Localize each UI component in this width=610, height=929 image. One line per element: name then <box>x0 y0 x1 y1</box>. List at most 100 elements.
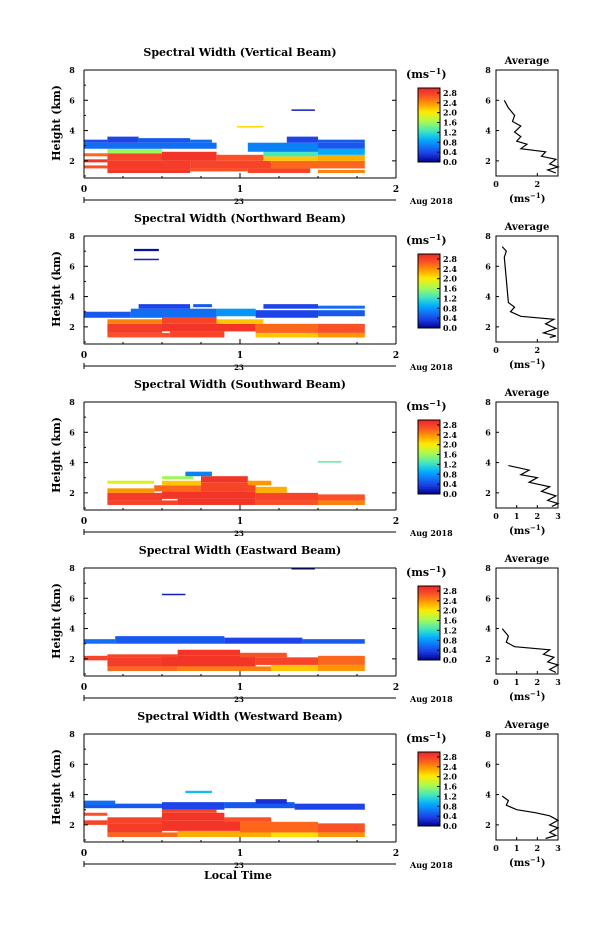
average-profile-line <box>508 465 560 508</box>
colorbar-segment <box>418 600 440 604</box>
colorbar-tick-label: 2.4 <box>443 762 457 772</box>
x-tick-label: 2 <box>393 351 399 361</box>
average-units-exponent: −1 <box>530 191 541 200</box>
average-y-tick-label: 4 <box>485 458 491 468</box>
heatmap-cell <box>162 323 256 332</box>
x-tick-label: 2 <box>393 683 399 693</box>
heatmap-cell <box>84 655 108 661</box>
heatmap-cell <box>201 476 248 483</box>
heatmap-cell <box>162 802 225 810</box>
colorbar-segment <box>418 91 440 95</box>
colorbar-segment <box>418 313 440 316</box>
colorbar-tick-label: 2.0 <box>443 274 457 284</box>
heatmap-cell <box>107 136 139 143</box>
colorbar-segment <box>418 759 440 762</box>
date-month-label: Aug 2018 <box>409 362 453 372</box>
panel-2: Spectral Width (Southward Beam) Height (k… <box>50 378 561 538</box>
heatmap-cell <box>224 817 272 822</box>
heatmap-cell <box>318 148 365 155</box>
colorbar-segment <box>418 287 440 290</box>
colorbar-tick-label: 2.8 <box>443 88 457 98</box>
average-y-tick-label: 8 <box>485 397 491 407</box>
colorbar-segment <box>418 490 440 493</box>
colorbar-segment <box>418 298 440 301</box>
panel-0: Spectral Width (Vertical Beam) Height (km… <box>50 46 560 206</box>
x-axis-title: Local Time <box>204 869 272 882</box>
panel-title: Spectral Width (Vertical Beam) <box>143 46 336 59</box>
average-title: Average <box>504 56 550 67</box>
colorbar-segment <box>418 316 440 320</box>
heatmap-cell <box>216 154 264 161</box>
colorbar-tick-label: 0.0 <box>443 655 457 665</box>
colorbar-tick-label: 1.6 <box>443 782 457 792</box>
heatmap-cell <box>107 832 178 837</box>
average-y-tick-label: 2 <box>485 820 491 830</box>
average-x-tick-label: 2 <box>535 511 541 521</box>
colorbar-tick-label: 1.2 <box>443 625 457 635</box>
average-y-tick-label: 8 <box>485 231 491 241</box>
colorbar-segment <box>418 453 440 456</box>
colorbar-segment <box>418 591 440 594</box>
heatmap-cell <box>302 639 365 644</box>
colorbar-tick-label: 0.8 <box>443 137 457 147</box>
heatmap-cell <box>318 142 365 149</box>
colorbar-segment <box>418 464 440 467</box>
heatmap-cell <box>107 319 162 324</box>
colorbar-segment <box>418 643 440 646</box>
colorbar-segment <box>418 589 440 593</box>
average-units: (ms−1) <box>509 855 545 869</box>
heatmap-cell <box>107 332 170 338</box>
colorbar-segment <box>418 647 440 650</box>
colorbar-segment <box>418 113 440 117</box>
colorbar-segment <box>418 152 440 156</box>
average-units-exponent: −1 <box>530 523 541 532</box>
colorbar-segment <box>418 423 440 427</box>
colorbar-frame <box>417 585 441 661</box>
heatmap-cell <box>130 308 217 318</box>
colorbar-segment <box>418 608 440 611</box>
colorbar-units: (ms−1) <box>406 66 447 81</box>
heatmap-cell <box>224 637 303 644</box>
colorbar-segment <box>418 307 440 310</box>
colorbar-tick-label: 2.4 <box>443 98 457 108</box>
average-profile-line <box>501 246 558 339</box>
colorbar-segment <box>418 276 440 279</box>
heatmap-cell <box>107 480 155 484</box>
average-y-tick-label: 6 <box>485 95 491 105</box>
units-exponent: −1 <box>429 66 441 76</box>
units-exponent: −1 <box>429 232 441 242</box>
colorbar-segment <box>418 593 440 596</box>
colorbar-segment <box>418 143 440 146</box>
colorbar-tick-label: 0.0 <box>443 821 457 831</box>
y-tick-label: 2 <box>69 654 75 664</box>
heatmap-cell <box>255 500 318 505</box>
colorbar-segment <box>418 645 440 648</box>
colorbar-segment <box>418 617 440 620</box>
heatmap-cell <box>107 666 178 671</box>
heatmap-cell <box>107 817 162 824</box>
average-y-tick-label: 6 <box>485 261 491 271</box>
heatmap-cell <box>247 142 318 152</box>
colorbar-segment <box>418 99 440 102</box>
heatmap-cell <box>138 304 191 309</box>
heatmap-cell <box>107 657 162 667</box>
x-tick-label: 0 <box>81 517 87 527</box>
average-units: (ms−1) <box>509 523 545 537</box>
heatmap-cell <box>84 159 108 163</box>
colorbar-segment <box>418 811 440 814</box>
colorbar-segment <box>418 624 440 628</box>
average-y-tick-label: 2 <box>485 654 491 664</box>
heatmap-cell <box>190 168 248 172</box>
heatmap-cell <box>318 494 365 501</box>
colorbar-units: (ms−1) <box>406 730 447 745</box>
heatmap-cell <box>162 809 217 813</box>
colorbar-segment <box>418 160 440 163</box>
x-tick-label: 1 <box>237 351 243 361</box>
y-axis-label: Height (km) <box>50 583 63 659</box>
average-units-close: ) <box>541 194 546 205</box>
colorbar-tick-label: 0.8 <box>443 801 457 811</box>
colorbar-segment <box>418 126 440 130</box>
colorbar-segment <box>418 132 440 135</box>
average-y-tick-label: 8 <box>485 729 491 739</box>
colorbar-segment <box>418 432 440 436</box>
